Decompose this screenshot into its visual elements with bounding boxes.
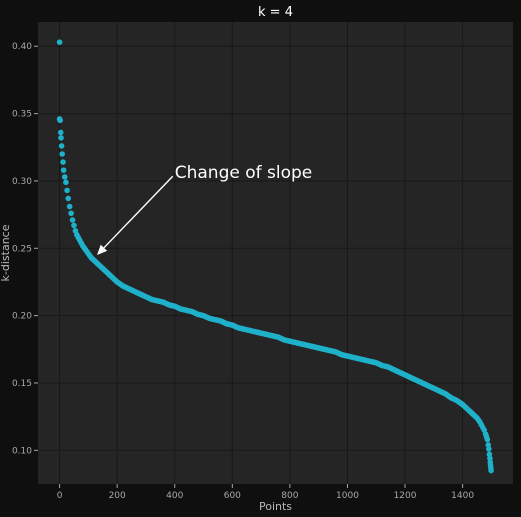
x-tick-label: 1200 [394,491,417,501]
data-point [58,135,64,141]
x-tick-label: 200 [109,491,126,501]
y-tick-label: 0.30 [12,177,32,187]
y-tick-label: 0.35 [12,110,32,120]
x-axis-ticks: 0 200 400 600 800 1000 1200 1400 [57,484,474,501]
data-point [60,159,66,165]
data-point [59,151,65,157]
data-point [68,210,74,217]
data-point [71,222,77,229]
x-tick-label: 1400 [451,491,474,501]
y-tick-label: 0.10 [12,446,32,456]
data-point [64,187,70,194]
y-tick-label: 0.15 [12,379,32,389]
data-point [57,117,63,124]
data-point [61,174,68,180]
y-tick-label: 0.25 [12,244,32,254]
x-tick-label: 600 [224,491,241,501]
data-point [487,455,493,462]
data-points [56,39,494,474]
x-axis-label: Points [259,500,292,513]
data-point [56,39,63,46]
data-point [58,143,65,149]
data-point [484,436,491,443]
data-point [69,217,76,223]
annotation: Change of slope [97,163,313,256]
annotation-arrow-line [103,175,174,249]
x-tick-label: 800 [281,491,298,501]
data-point [66,203,73,210]
grid-lines [38,22,513,484]
chart-title: k = 4 [258,5,293,20]
x-tick-label: 400 [166,491,183,501]
data-point [57,129,64,136]
data-point [486,446,492,452]
x-tick-label: 1000 [336,491,359,501]
y-axis-label: k-distance [0,224,12,281]
annotation-arrow-head [97,244,108,256]
y-axis-ticks: 0.10 0.15 0.20 0.25 0.30 0.35 0.40 [12,42,38,456]
y-tick-label: 0.40 [12,42,32,52]
x-tick-label: 0 [57,491,63,501]
data-point [65,195,72,202]
data-point [488,467,494,474]
y-tick-label: 0.20 [12,312,32,322]
plot-area [38,22,513,484]
data-point [63,179,69,186]
data-point [60,167,67,173]
annotation-text: Change of slope [175,163,313,183]
